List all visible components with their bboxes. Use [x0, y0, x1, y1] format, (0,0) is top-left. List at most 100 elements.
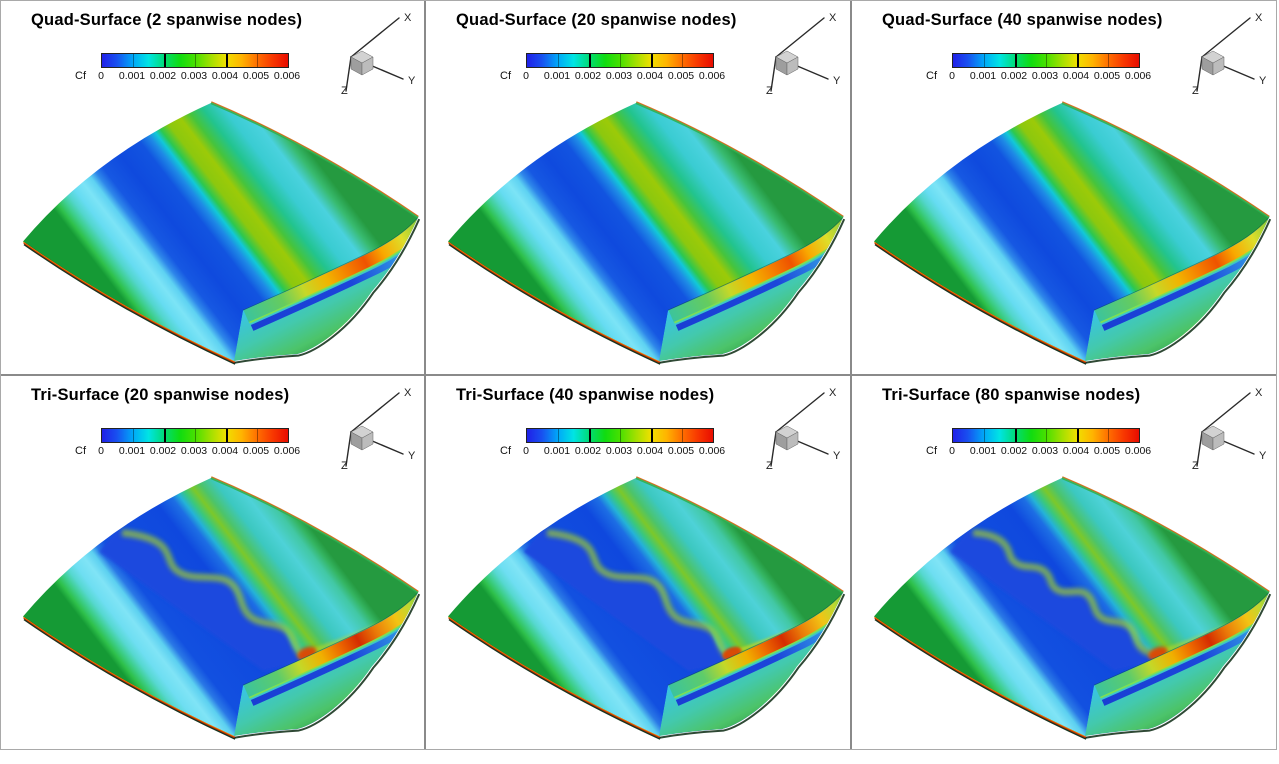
colorbar-divider	[1108, 429, 1109, 442]
axis-orientation-triad-icon: X Y Z	[766, 387, 841, 470]
wing-surface-contour-plot	[873, 476, 1272, 740]
contour-panel: Quad-Surface (40 spanwise nodes) Cf 0 0.0…	[852, 1, 1276, 374]
colorbar-divider	[589, 429, 591, 442]
panel-title: Tri-Surface (40 spanwise nodes)	[456, 386, 715, 404]
colorbar	[526, 53, 714, 68]
colorbar-tick: 0	[523, 70, 529, 82]
colorbar-divider	[1077, 429, 1079, 442]
cf-colorbar-legend: Cf 0 0.001 0.002 0.003 0.004 0.005 0.006	[63, 53, 343, 85]
colorbar-tick: 0.002	[574, 445, 602, 457]
colorbar-tick: 0.001	[969, 70, 997, 82]
colorbar-divider	[651, 54, 653, 67]
colorbar-variable-label: Cf	[926, 70, 937, 82]
colorbar-tick: 0.005	[242, 70, 270, 82]
colorbar-divider	[682, 54, 683, 67]
contour-panel: Tri-Surface (40 spanwise nodes) Cf 0 0.00…	[426, 376, 850, 749]
colorbar-variable-label: Cf	[75, 445, 86, 457]
colorbar-variable-label: Cf	[75, 70, 86, 82]
colorbar-tick: 0.006	[1124, 445, 1152, 457]
colorbar-tick: 0.005	[1093, 70, 1121, 82]
colorbar-ticks: 0 0.001 0.002 0.003 0.004 0.005 0.006	[98, 445, 300, 458]
colorbar-divider	[257, 429, 258, 442]
axis-orientation-triad-icon: X Y Z	[766, 12, 841, 95]
axis-label-z: Z	[341, 85, 348, 95]
colorbar-tick: 0.004	[211, 445, 239, 457]
colorbar-tick: 0.003	[180, 70, 208, 82]
axis-label-z: Z	[341, 460, 348, 470]
panel-title: Quad-Surface (20 spanwise nodes)	[456, 11, 737, 29]
wing-surface-contour-plot	[873, 101, 1272, 365]
axis-label-z: Z	[1192, 85, 1199, 95]
colorbar-tick: 0.002	[149, 70, 177, 82]
colorbar-tick: 0.004	[636, 445, 664, 457]
axis-label-x: X	[829, 12, 837, 24]
colorbar-divider	[195, 54, 196, 67]
contour-panel: Quad-Surface (2 spanwise nodes) Cf 0 0.00…	[1, 1, 424, 374]
colorbar-tick: 0.003	[1031, 445, 1059, 457]
colorbar-divider	[1108, 54, 1109, 67]
axis-label-y: Y	[1259, 450, 1267, 462]
colorbar-divider	[1015, 54, 1017, 67]
panel-title: Tri-Surface (20 spanwise nodes)	[31, 386, 290, 404]
colorbar-divider	[164, 429, 166, 442]
colorbar-divider	[589, 54, 591, 67]
axis-label-z: Z	[766, 460, 773, 470]
colorbar-divider	[558, 429, 559, 442]
colorbar-divider	[620, 429, 621, 442]
axis-orientation-triad-icon: X Y Z	[341, 387, 416, 470]
axis-orientation-triad-icon: X Y Z	[1192, 387, 1267, 470]
colorbar-ticks: 0 0.001 0.002 0.003 0.004 0.005 0.006	[98, 70, 300, 83]
colorbar	[952, 428, 1140, 443]
colorbar-variable-label: Cf	[500, 70, 511, 82]
colorbar-tick: 0.001	[543, 445, 571, 457]
cf-colorbar-legend: Cf 0 0.001 0.002 0.003 0.004 0.005 0.006	[488, 428, 768, 460]
colorbar-tick: 0	[949, 445, 955, 457]
colorbar-ticks: 0 0.001 0.002 0.003 0.004 0.005 0.006	[523, 445, 725, 458]
panel-title: Tri-Surface (80 spanwise nodes)	[882, 386, 1141, 404]
axis-label-z: Z	[1192, 460, 1199, 470]
colorbar-divider	[133, 429, 134, 442]
axis-label-x: X	[404, 387, 412, 399]
colorbar-ticks: 0 0.001 0.002 0.003 0.004 0.005 0.006	[523, 70, 725, 83]
colorbar-tick: 0.006	[273, 445, 301, 457]
cf-colorbar-legend: Cf 0 0.001 0.002 0.003 0.004 0.005 0.006	[914, 53, 1194, 85]
colorbar-tick: 0.005	[242, 445, 270, 457]
contour-panel: Quad-Surface (20 spanwise nodes) Cf 0 0.0…	[426, 1, 850, 374]
colorbar-tick: 0	[98, 445, 104, 457]
colorbar-divider	[133, 54, 134, 67]
cf-colorbar-legend: Cf 0 0.001 0.002 0.003 0.004 0.005 0.006	[914, 428, 1194, 460]
colorbar-tick: 0.003	[180, 445, 208, 457]
colorbar-tick: 0.005	[667, 445, 695, 457]
colorbar-tick: 0.006	[273, 70, 301, 82]
colorbar-divider	[1046, 54, 1047, 67]
colorbar-tick: 0.001	[969, 445, 997, 457]
colorbar	[526, 428, 714, 443]
axis-label-y: Y	[833, 75, 841, 87]
colorbar-divider	[984, 429, 985, 442]
axis-orientation-triad-icon: X Y Z	[1192, 12, 1267, 95]
colorbar-divider	[682, 429, 683, 442]
colorbar-tick: 0.003	[1031, 70, 1059, 82]
colorbar-tick: 0.002	[574, 70, 602, 82]
colorbar-ticks: 0 0.001 0.002 0.003 0.004 0.005 0.006	[949, 445, 1151, 458]
colorbar-divider	[1077, 54, 1079, 67]
axis-label-x: X	[1255, 12, 1263, 24]
colorbar-tick: 0	[523, 445, 529, 457]
colorbar-divider	[1015, 429, 1017, 442]
colorbar-variable-label: Cf	[926, 445, 937, 457]
colorbar-divider	[651, 429, 653, 442]
cf-colorbar-legend: Cf 0 0.001 0.002 0.003 0.004 0.005 0.006	[488, 53, 768, 85]
colorbar-divider	[226, 429, 228, 442]
colorbar	[101, 428, 289, 443]
wing-surface-contour-plot	[22, 476, 421, 740]
axis-label-z: Z	[766, 85, 773, 95]
colorbar-tick: 0.006	[698, 70, 726, 82]
axis-label-x: X	[1255, 387, 1263, 399]
axis-label-y: Y	[833, 450, 841, 462]
colorbar-variable-label: Cf	[500, 445, 511, 457]
colorbar	[952, 53, 1140, 68]
colorbar-divider	[984, 54, 985, 67]
colorbar-divider	[558, 54, 559, 67]
wing-surface-contour-plot	[447, 101, 846, 365]
